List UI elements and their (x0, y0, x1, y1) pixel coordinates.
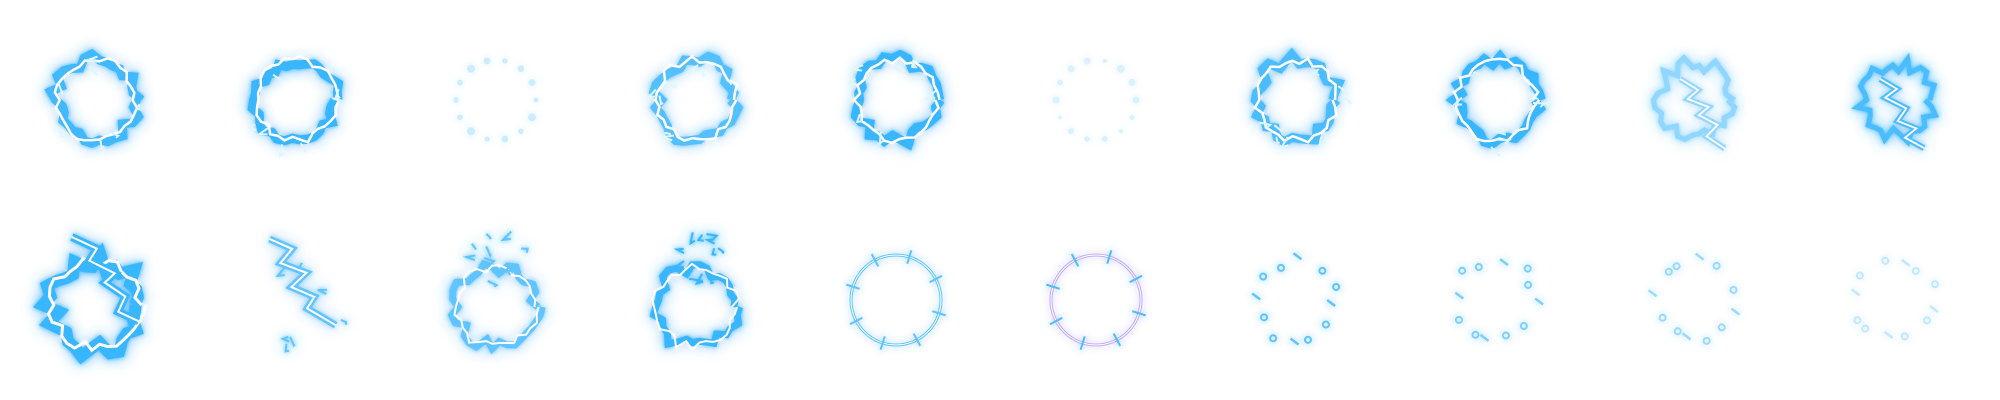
effect-frame-burst-shards (649, 232, 744, 352)
effect-frame-dots (1454, 258, 1544, 342)
effect-frame-burst-open (268, 235, 348, 353)
effect-frame-ring-faint (1052, 57, 1140, 142)
effect-frame-ring-zigzag (1851, 52, 1940, 151)
effect-frame-burst-ring (33, 233, 147, 365)
effect-frame-burst-shards (447, 230, 546, 355)
row-electric-ring (44, 47, 1940, 159)
effect-frame-dots (1851, 256, 1940, 341)
effect-frame-ring-zigzag (1650, 54, 1738, 152)
effect-frame-dots (1251, 252, 1341, 346)
effect-frame-thin-ring (846, 250, 946, 350)
effect-frame-ring-faint (453, 57, 539, 143)
effect-frame-ring-electric (247, 55, 344, 159)
effect-frame-ring-electric (1250, 47, 1354, 150)
effect-frame-ring-electric (44, 48, 145, 151)
effect-frame-ring-electric (847, 49, 945, 151)
effect-frame-dots (1647, 252, 1741, 345)
effect-frame-ring-electric (646, 51, 744, 146)
row-burst-and-fade (33, 230, 1940, 365)
effect-frame-thin-ring-violet (1046, 250, 1146, 350)
effect-frame-ring-electric (1445, 49, 1551, 157)
